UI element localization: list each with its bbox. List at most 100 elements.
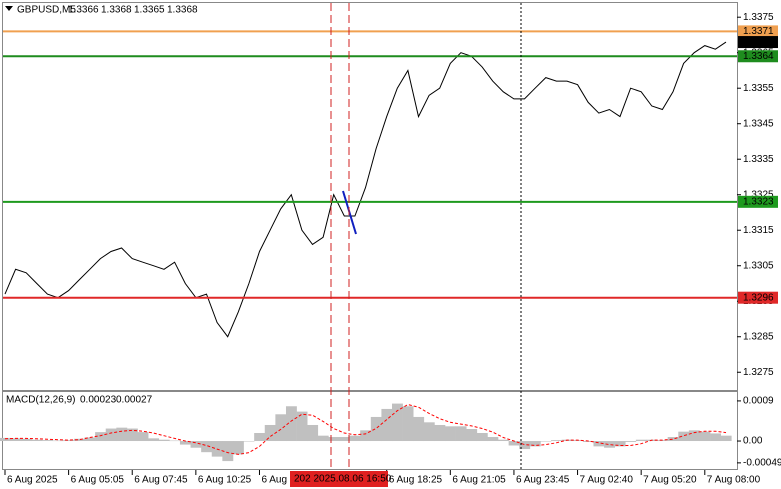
histogram-bar <box>20 438 32 442</box>
macd-title: MACD(12,26,9) <box>6 395 75 406</box>
histogram-bar <box>445 426 456 442</box>
histogram-bar <box>508 441 520 446</box>
ohlc-value: 1.3366 <box>68 5 99 16</box>
histogram-bar <box>635 439 647 442</box>
level-label: 1.3364 <box>743 51 774 62</box>
histogram-bar <box>466 428 478 442</box>
y-tick-label: 0.0009 <box>743 396 774 407</box>
histogram-bar <box>254 433 266 442</box>
overlay-lines <box>330 3 522 470</box>
macd-panel-border <box>2 391 738 470</box>
level-label-box <box>738 25 778 38</box>
y-tick-label: 1.3375 <box>743 12 774 23</box>
y-tick-label: 1.3315 <box>743 225 774 236</box>
histogram-bar <box>169 440 181 442</box>
macd-reading: 0.00023 <box>80 395 117 406</box>
y-tick-label: 1.3355 <box>743 83 774 94</box>
histogram-bar <box>201 441 213 453</box>
histogram-bar <box>84 437 96 442</box>
histogram-bar <box>0 437 11 442</box>
histogram-bar <box>498 439 509 442</box>
histogram-bar <box>31 439 43 442</box>
histogram-bar <box>667 437 679 442</box>
histogram-bar <box>285 406 297 442</box>
histogram-bar <box>232 441 244 455</box>
histogram-bar <box>392 403 403 442</box>
histogram-bar <box>720 435 732 442</box>
macd-reading: 0.00027 <box>116 395 153 406</box>
histogram-bar <box>413 416 425 442</box>
histogram-bar <box>307 424 319 442</box>
ohlc-value: 1.3368 <box>167 5 198 16</box>
histogram-bar <box>487 437 499 442</box>
y-tick-label: 1.3305 <box>743 260 774 271</box>
y-tick-label: 0.00 <box>743 436 763 447</box>
price-panel-border <box>2 2 738 391</box>
histogram-bar <box>73 438 85 442</box>
x-tick-label: 6 Aug 2025 <box>7 475 58 486</box>
histogram-bar <box>678 431 690 442</box>
histogram-bar <box>699 431 711 442</box>
histogram-bar <box>222 441 234 462</box>
y-tick-label: -0.00049 <box>743 458 781 469</box>
price-line <box>4 41 727 338</box>
histogram-bar <box>593 441 605 447</box>
crosshair-box <box>290 471 388 487</box>
histogram-bar <box>625 441 637 442</box>
histogram-bar <box>551 440 562 442</box>
y-tick-label: 1.3335 <box>743 154 774 165</box>
histogram-bar <box>296 411 308 442</box>
histogram-bar <box>137 432 149 442</box>
histogram-bar <box>328 437 340 442</box>
last-price-box <box>738 36 778 49</box>
x-tick-label: 6 Aug 18:25 <box>389 475 443 486</box>
level-label-box <box>738 50 778 63</box>
menu-icon <box>5 6 13 11</box>
histogram-bar <box>264 424 276 442</box>
histogram-bar <box>116 427 128 442</box>
x-tick-label: 6 Aug 05:05 <box>71 475 125 486</box>
histogram-bar <box>95 432 107 442</box>
histogram-bar <box>423 422 435 442</box>
y-tick-label: 1.3285 <box>743 331 774 342</box>
histogram-bar <box>10 438 22 442</box>
histogram-bar <box>179 441 191 445</box>
x-tick-label: 6 Aug 21:05 <box>452 475 506 486</box>
level-label-box <box>738 195 778 208</box>
ohlc-value: 1.3368 <box>101 5 132 16</box>
histogram-bar <box>370 416 382 442</box>
level-label: 1.3323 <box>743 196 774 207</box>
crosshair-label: 202 2025.08.06 16:50 <box>294 474 392 485</box>
histogram-bar <box>476 433 488 442</box>
x-tick-label: 6 Aug 1 <box>261 475 295 486</box>
histogram-bar <box>529 441 541 447</box>
histogram-bar <box>338 437 350 442</box>
histogram-bar <box>710 433 721 442</box>
histogram-bar <box>105 428 117 442</box>
level-label: 1.3296 <box>743 292 774 303</box>
histogram-bar <box>434 424 446 442</box>
level-label: 1.3371 <box>743 26 774 37</box>
histogram-bar <box>360 430 372 442</box>
x-tick-label: 6 Aug 07:45 <box>134 475 188 486</box>
histogram-bar <box>42 440 54 442</box>
histogram-bar <box>148 438 160 442</box>
histogram-bar <box>52 440 64 442</box>
histogram-bar <box>604 441 615 448</box>
x-tick-label: 7 Aug 05:20 <box>643 475 697 486</box>
last-price-label: 1.3368 <box>743 37 774 48</box>
histogram-bar <box>243 441 255 442</box>
histogram-bar <box>190 441 202 448</box>
x-tick-label: 6 Aug 10:25 <box>198 475 252 486</box>
histogram-bar <box>519 441 531 450</box>
y-tick-label: 1.3325 <box>743 189 774 200</box>
level-label-box <box>738 291 778 304</box>
x-tick-label: 7 Aug 02:40 <box>580 475 634 486</box>
histogram-bar <box>381 408 393 442</box>
histogram-bar <box>63 440 75 442</box>
y-tick-label: 1.3345 <box>743 118 774 129</box>
x-tick-label: 7 Aug 08:00 <box>707 475 761 486</box>
signal-line <box>4 403 727 455</box>
